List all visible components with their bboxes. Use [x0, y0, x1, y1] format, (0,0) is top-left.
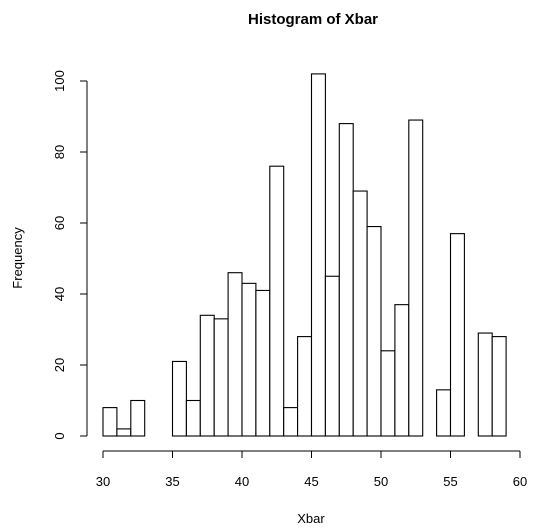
- x-tick-label: 35: [165, 474, 179, 489]
- x-tick-label: 40: [235, 474, 249, 489]
- histogram-bar: [130, 399, 146, 437]
- histogram-bar: [366, 226, 382, 437]
- histogram-bar: [338, 123, 354, 437]
- y-tick-label: 20: [52, 358, 67, 372]
- histogram-bar: [491, 336, 507, 437]
- histogram-bar: [477, 332, 493, 437]
- histogram-bar: [199, 314, 215, 437]
- bars-group: [102, 73, 507, 437]
- histogram-bar: [241, 282, 257, 437]
- histogram-bar: [185, 399, 201, 437]
- x-tick-label: 45: [304, 474, 318, 489]
- histogram-bar: [380, 350, 396, 437]
- x-axis-label: Xbar: [297, 511, 325, 526]
- x-tick-label: 55: [443, 474, 457, 489]
- histogram-bar: [227, 272, 243, 437]
- y-axis-label: Frequency: [10, 227, 25, 289]
- x-tick-label: 50: [374, 474, 388, 489]
- histogram-bar: [449, 233, 465, 437]
- y-tick-label: 0: [52, 432, 67, 439]
- histogram-bar: [352, 190, 368, 437]
- histogram-bar: [102, 407, 118, 437]
- histogram-bar: [297, 336, 313, 437]
- histogram-bar: [269, 165, 285, 437]
- histogram-bar: [283, 407, 299, 437]
- x-tick-label: 60: [513, 474, 527, 489]
- histogram-bar: [436, 389, 452, 437]
- y-tick-label: 40: [52, 287, 67, 301]
- y-tick-label: 60: [52, 216, 67, 230]
- histogram-bar: [310, 73, 326, 437]
- x-axis: 30 35 40 45 50 55 60: [96, 450, 527, 489]
- x-tick-label: 30: [96, 474, 110, 489]
- y-tick-label: 80: [52, 145, 67, 159]
- histogram-bar: [408, 119, 424, 437]
- histogram-bar: [171, 360, 187, 437]
- histogram-bar: [394, 304, 410, 437]
- y-tick-label: 100: [52, 70, 67, 92]
- chart-title: Histogram of Xbar: [248, 11, 378, 28]
- y-axis: 0 20 40 60 80 100: [52, 70, 88, 440]
- histogram-bar: [213, 318, 229, 437]
- histogram-bar: [255, 289, 271, 437]
- histogram-bar: [116, 428, 132, 437]
- histogram-bar: [324, 275, 340, 437]
